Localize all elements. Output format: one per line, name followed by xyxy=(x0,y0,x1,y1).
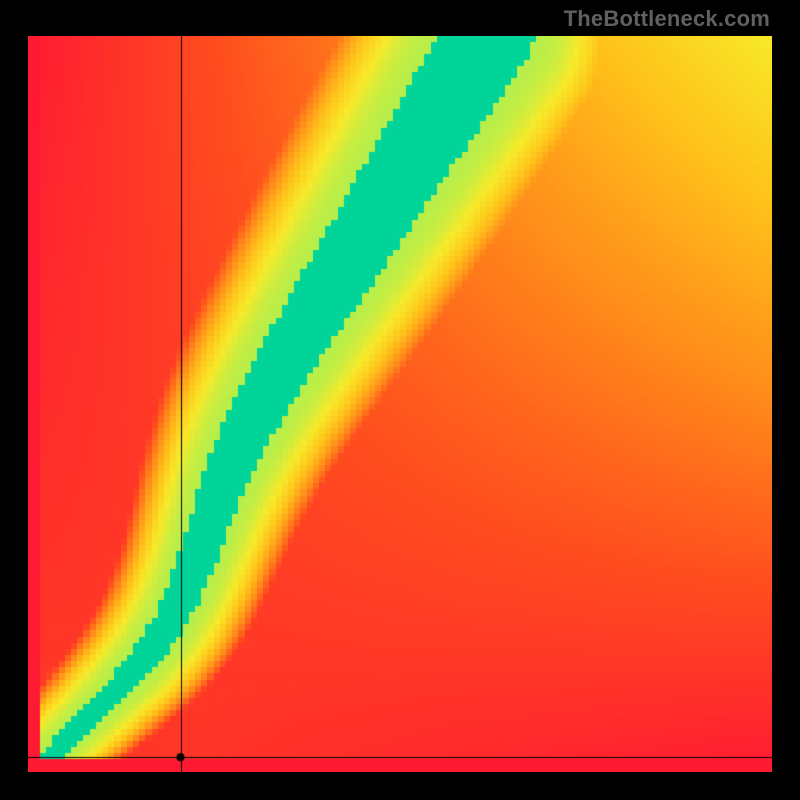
chart-root: TheBottleneck.com xyxy=(0,0,800,800)
watermark-text: TheBottleneck.com xyxy=(564,6,770,32)
bottleneck-heatmap xyxy=(28,36,772,772)
